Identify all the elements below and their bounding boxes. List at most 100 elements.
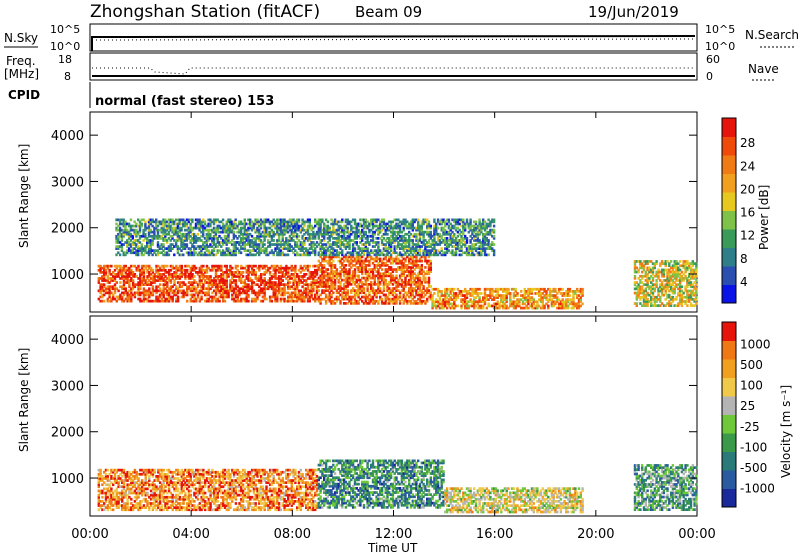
power-cell [186, 264, 189, 268]
power-cell [395, 259, 398, 263]
power-cell [305, 249, 308, 252]
power-cell [277, 289, 281, 293]
power-cell [268, 243, 272, 246]
power-cell [501, 300, 505, 304]
power-cell [328, 295, 331, 299]
power-cell [406, 232, 409, 236]
power-cell [126, 245, 129, 248]
power-cell [362, 230, 366, 234]
power-cell [239, 241, 243, 244]
power-cell [366, 287, 369, 290]
power-cell [308, 243, 311, 246]
power-cell [393, 268, 396, 271]
power-cell [214, 253, 218, 257]
power-cell [539, 294, 543, 297]
power-cell [126, 251, 129, 255]
power-cell [393, 230, 396, 234]
power-cell [137, 287, 140, 291]
power-cell [330, 293, 333, 297]
power-cell [243, 249, 246, 252]
power-cell [149, 247, 152, 250]
power-cell [176, 224, 180, 228]
power-cell [380, 218, 384, 222]
power-cell [171, 285, 174, 289]
power-cell [310, 226, 313, 230]
power-cell [404, 220, 407, 224]
power-cell [205, 297, 209, 301]
power-cell [263, 232, 266, 236]
power-cell [207, 230, 210, 234]
power-cell [503, 287, 507, 291]
power-cell [183, 232, 187, 236]
power-cell [415, 283, 418, 286]
power-cell [118, 228, 122, 232]
power-cell [287, 268, 290, 272]
power-cell [379, 283, 382, 286]
power-cell [415, 274, 418, 278]
power-cell [576, 290, 579, 293]
power-cell [332, 287, 335, 290]
power-cell [398, 234, 402, 238]
power-cell [377, 249, 380, 252]
power-cell [395, 255, 398, 259]
power-cell [231, 277, 234, 280]
power-cell [207, 237, 210, 240]
power-cell [140, 243, 143, 246]
power-cell [229, 218, 232, 222]
power-cell [212, 220, 216, 224]
power-cell [473, 300, 476, 304]
power-cell [364, 257, 367, 261]
power-cell [314, 283, 317, 286]
power-cell [191, 251, 194, 255]
power-cell [314, 243, 317, 246]
power-cell [281, 232, 284, 236]
power-cell [225, 234, 228, 238]
power-cell [162, 226, 165, 230]
power-cell [424, 239, 427, 242]
power-cell [158, 295, 162, 299]
power-cell [482, 306, 485, 310]
power-cell [397, 261, 400, 265]
power-cell [160, 273, 164, 276]
power-cell [431, 294, 434, 297]
power-cell [222, 289, 225, 293]
power-cell [131, 283, 135, 286]
power-cell [229, 268, 232, 272]
power-cell [151, 271, 155, 274]
power-cell [366, 278, 369, 282]
power-cell [326, 278, 330, 282]
power-cell [239, 232, 243, 236]
power-cell [433, 247, 436, 250]
power-cell [469, 294, 472, 297]
power-cell [133, 232, 136, 236]
power-cell [165, 253, 169, 257]
power-cell [342, 287, 346, 290]
power-cell [353, 218, 357, 222]
power-cell [438, 251, 442, 255]
power-cell [191, 237, 194, 240]
power-cell [281, 224, 284, 228]
power-cell [167, 275, 171, 278]
power-cell [319, 245, 322, 248]
power-cell [174, 226, 178, 230]
power-cell [173, 293, 176, 297]
power-cell [137, 285, 140, 289]
power-cell [359, 247, 362, 250]
power-cell [404, 280, 407, 284]
power-cell [404, 222, 407, 226]
power-cell [411, 226, 414, 230]
power-cell [229, 222, 232, 226]
power-cell [435, 222, 438, 226]
power-cell [158, 283, 162, 286]
power-cell [222, 277, 225, 280]
power-cell [357, 257, 360, 261]
power-cell [380, 272, 384, 276]
power-cell [106, 285, 109, 289]
power-cell [101, 285, 104, 289]
power-cell [556, 306, 559, 310]
power-cell [348, 234, 351, 238]
power-cell [332, 283, 335, 286]
power-cell [294, 295, 297, 299]
power-cell [377, 232, 380, 236]
power-cell [440, 237, 443, 240]
